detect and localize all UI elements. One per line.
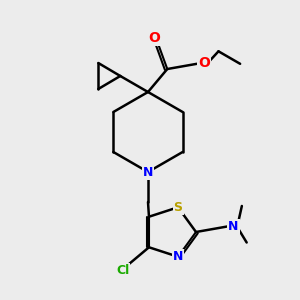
- Text: N: N: [173, 250, 183, 263]
- Text: O: O: [198, 56, 210, 70]
- Text: N: N: [228, 220, 239, 233]
- Text: S: S: [173, 201, 182, 214]
- Text: O: O: [148, 31, 160, 45]
- Text: Cl: Cl: [116, 264, 129, 277]
- Text: N: N: [143, 166, 153, 178]
